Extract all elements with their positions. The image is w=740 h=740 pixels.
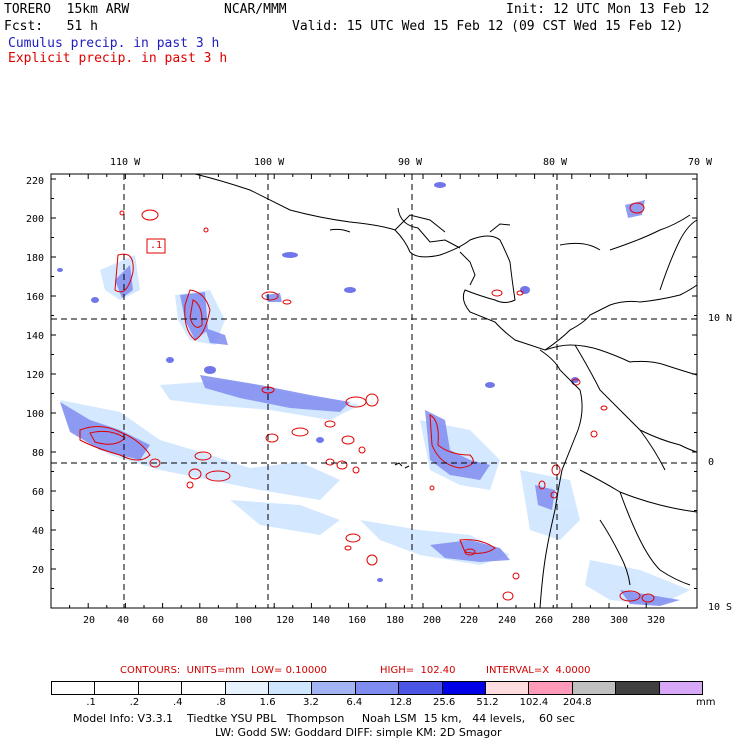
x-tick-label: 60 [152,615,165,626]
colorbar-cell [441,682,486,694]
colorbar-cell [528,682,572,694]
x-tick-label: 40 [117,615,130,626]
x-tick-label: 140 [312,615,331,626]
y-tick-label: 140 [26,331,45,342]
top-lon-label: 70 W [688,157,713,168]
colorbar-tick-label: 6.4 [346,697,363,708]
y-tick-label: 60 [32,487,45,498]
x-tick-label: 280 [572,615,591,626]
y-tick-label: 200 [26,214,45,225]
colorbar-cell [181,682,225,694]
colorbar-tick-label: .2 [129,697,140,708]
cumulus-precip-blobs [57,182,579,582]
x-tick-label: 80 [196,615,209,626]
colorbar-cell [571,682,616,694]
top-lon-label: 90 W [398,157,423,168]
explicit-legend: Explicit precip. in past 3 h [8,51,228,66]
cumulus-precip-medium [60,200,680,606]
colorbar-tick-label: 204.8 [563,697,592,708]
graticule [51,174,697,608]
colorbar-cell [398,682,442,694]
contour-interval: INTERVAL=X 4.0000 [486,665,591,676]
x-tick-label: 20 [83,615,96,626]
y-tick-label: 20 [32,565,45,576]
colorbar-cell [224,682,269,694]
colorbar-tick-label: 25.6 [433,697,456,708]
org-label: NCAR/MMM [224,2,287,17]
cumulus-precip-light [60,255,690,605]
top-lon-label: 100 W [254,157,285,168]
axis-ticks [50,174,697,609]
colorbar-tick-label: 1.6 [259,697,276,708]
coastlines [194,173,698,609]
colorbar-tick-label: .4 [173,697,183,708]
explicit-precip-contours [79,202,655,603]
valid-time: Valid: 15 UTC Wed 15 Feb 12 (09 CST Wed … [292,19,684,34]
model-title: TORERO 15km ARW [4,2,130,17]
colorbar-labels: .1 .2 .4 .8 1.6 3.2 6.4 12.8 25.6 51.2 102.4 204.8 [0,697,740,709]
y-tick-label: 180 [26,253,45,264]
colorbar-tick-label: .8 [216,697,226,708]
colorbar-tick-label: 51.2 [476,697,499,708]
colorbar-cell [485,682,529,694]
init-time: Init: 12 UTC Mon 13 Feb 12 [506,2,710,17]
map-frame [50,173,698,609]
x-tick-label: 120 [276,615,295,626]
x-tick-label: 300 [610,615,629,626]
cumulus-legend: Cumulus precip. in past 3 h [8,36,220,51]
x-tick-label: 320 [647,615,666,626]
top-lon-label: 110 W [110,157,141,168]
colorbar-cell [354,682,399,694]
contour-label-box [146,238,166,254]
y-tick-label: 40 [32,526,45,537]
y-tick-label: 120 [26,370,45,381]
contour-units: CONTOURS: UNITS=mm LOW= 0.10000 [120,665,327,676]
colorbar-cell [52,682,95,694]
x-tick-label: 220 [460,615,479,626]
contour-label: .1 [150,240,163,251]
model-info-line1: Model Info: V3.3.1 Tiedtke YSU PBL Thomp… [73,712,576,725]
colorbar-cell [658,682,703,694]
right-lat-label: 0 [708,457,715,468]
colorbar-tick-label: 3.2 [303,697,319,708]
x-tick-label: 100 [234,615,253,626]
right-lat-label: 10 N [708,313,733,324]
colorbar [51,681,703,695]
x-tick-label: 240 [498,615,517,626]
x-tick-label: 260 [535,615,554,626]
colorbar-cell [615,682,659,694]
forecast-hour: Fcst: 51 h [4,19,98,34]
colorbar-cell [94,682,138,694]
y-tick-label: 80 [32,448,45,459]
colorbar-cell [311,682,355,694]
colorbar-tick-label: 102.4 [519,697,549,708]
contour-high: HIGH= 102.40 [380,665,456,676]
colorbar-units: mm [696,697,716,708]
model-info-line2: LW: Godd SW: Goddard DIFF: simple KM: 2D… [215,726,502,739]
y-tick-label: 100 [26,409,45,420]
x-tick-label: 180 [386,615,405,626]
y-tick-label: 160 [26,292,45,303]
colorbar-tick-label: .1 [86,697,96,708]
right-lat-label: 10 S [708,602,733,613]
colorbar-tick-label: 12.8 [389,697,412,708]
x-tick-label: 200 [423,615,442,626]
colorbar-cell [268,682,312,694]
colorbar-cell [137,682,182,694]
top-lon-label: 80 W [543,157,568,168]
x-tick-label: 160 [348,615,367,626]
y-tick-label: 220 [26,176,45,187]
